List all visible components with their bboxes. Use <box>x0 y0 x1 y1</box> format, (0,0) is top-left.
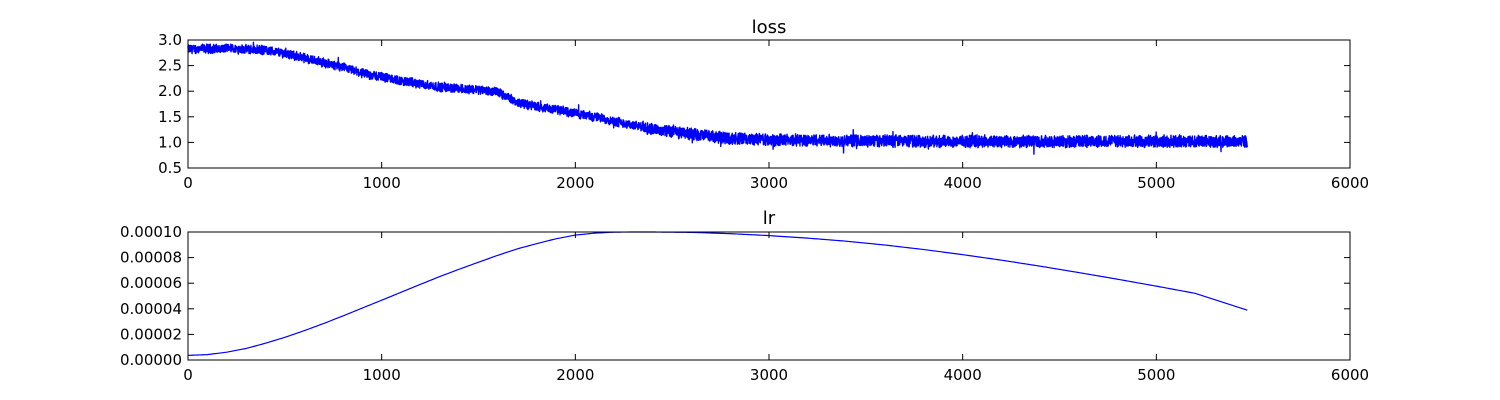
y-tick-label: 0.00000 <box>120 351 182 369</box>
y-tick-label: 0.00010 <box>120 223 182 241</box>
y-tick-label: 0.00004 <box>120 300 182 318</box>
x-tick-label: 2000 <box>556 174 594 192</box>
x-tick-label: 0 <box>183 174 193 192</box>
x-tick-label: 6000 <box>1331 174 1369 192</box>
x-tick-label: 6000 <box>1331 366 1369 384</box>
x-tick-label: 3000 <box>750 366 788 384</box>
loss-y-ticks: 0.5 1.0 1.5 2.0 2.5 3.0 <box>158 31 1350 177</box>
y-tick-label: 0.00002 <box>120 325 182 343</box>
x-tick-label: 0 <box>183 366 193 384</box>
loss-chart-title: loss <box>752 17 787 38</box>
loss-series-line <box>187 41 1249 155</box>
lr-series-line <box>187 231 1248 356</box>
x-tick-label: 3000 <box>750 174 788 192</box>
y-tick-label: 1.5 <box>158 108 182 126</box>
x-tick-label: 5000 <box>1137 174 1175 192</box>
y-tick-label: 1.0 <box>158 133 182 151</box>
y-tick-label: 0.5 <box>158 159 182 177</box>
y-tick-label: 2.5 <box>158 57 182 75</box>
loss-chart: loss 0 1000 2000 3000 4000 5000 6000 0.5 1.0 1.5… <box>158 17 1369 192</box>
x-tick-label: 4000 <box>944 174 982 192</box>
lr-chart-title: lr <box>763 208 776 229</box>
lr-chart: lr 0 1000 2000 3000 4000 5000 6000 0.000000.00… <box>120 208 1369 384</box>
x-tick-label: 1000 <box>363 366 401 384</box>
lr-y-ticks: 0.00000 0.00002 0.00004 0.00006 0.00008 0.000… <box>120 223 1350 369</box>
x-tick-label: 5000 <box>1137 366 1175 384</box>
y-tick-label: 0.00008 <box>120 249 182 267</box>
y-tick-label: 0.00006 <box>120 274 182 292</box>
y-tick-label: 2.0 <box>158 82 182 100</box>
x-tick-label: 2000 <box>556 366 594 384</box>
loss-x-ticks: 0 1000 2000 3000 4000 5000 6000 <box>183 40 1369 192</box>
x-tick-label: 1000 <box>363 174 401 192</box>
y-tick-label: 3.0 <box>158 31 182 49</box>
x-tick-label: 4000 <box>944 366 982 384</box>
lr-x-ticks: 0 1000 2000 3000 4000 5000 6000 <box>183 232 1369 384</box>
